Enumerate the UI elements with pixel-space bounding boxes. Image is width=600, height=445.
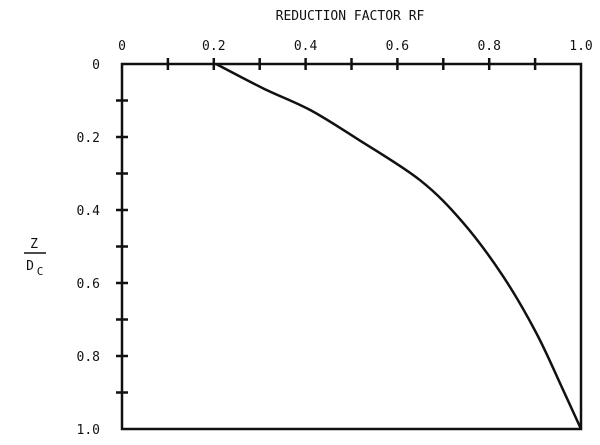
y-tick-label: 0.4 — [77, 204, 101, 219]
series-line — [215, 62, 583, 430]
y-axis-title: Z D C — [24, 237, 46, 278]
x-tick-label: 0.2 — [202, 39, 225, 54]
y-axis-title-subscript: C — [37, 265, 44, 278]
x-axis-title: REDUCTION FACTOR RF — [276, 9, 425, 24]
y-tick-label: 0 — [92, 58, 100, 73]
y-axis-title-numerator: Z — [30, 237, 38, 252]
y-tick-label: 0.8 — [77, 350, 100, 365]
x-tick-label: 1.0 — [569, 39, 592, 54]
x-tick-label: 0.6 — [386, 39, 409, 54]
x-tick-label: 0 — [118, 39, 126, 54]
x-tick-label: 0.4 — [294, 39, 318, 54]
y-tick-label: 0.6 — [77, 277, 100, 292]
y-tick-label: 0.2 — [77, 131, 100, 146]
x-tick-label: 0.8 — [477, 39, 500, 54]
y-tick-label: 1.0 — [77, 423, 100, 438]
plot-frame — [120, 62, 583, 431]
y-axis-title-denominator: D — [26, 259, 34, 274]
